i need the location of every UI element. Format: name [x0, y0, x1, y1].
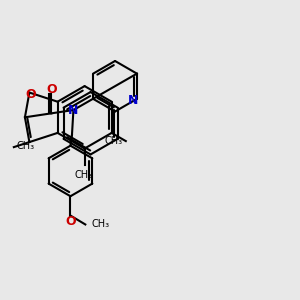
Text: O: O [65, 215, 76, 228]
Text: N: N [128, 94, 139, 107]
Text: O: O [26, 88, 36, 100]
Text: CH₃: CH₃ [91, 220, 110, 230]
Text: O: O [46, 83, 57, 96]
Text: CH₃: CH₃ [104, 136, 122, 146]
Text: N: N [68, 103, 79, 116]
Text: CH₃: CH₃ [74, 170, 92, 180]
Text: CH₃: CH₃ [17, 141, 35, 151]
